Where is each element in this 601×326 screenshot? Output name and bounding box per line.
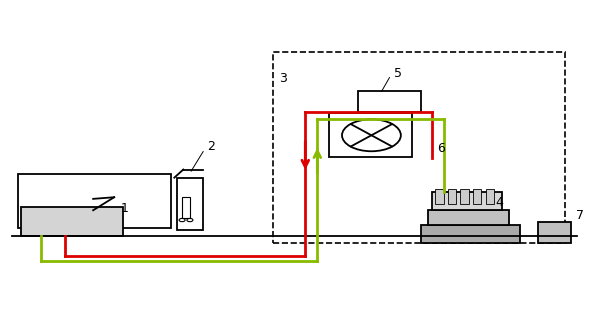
Bar <box>486 189 494 204</box>
Bar <box>18 174 171 228</box>
Text: 3: 3 <box>279 72 287 85</box>
Bar <box>421 225 520 243</box>
Bar <box>177 178 203 230</box>
Bar <box>358 91 421 112</box>
Bar <box>473 189 481 204</box>
Bar <box>448 189 456 204</box>
Text: 6: 6 <box>438 142 445 155</box>
Bar <box>435 189 444 204</box>
Bar <box>538 222 571 243</box>
Text: 2: 2 <box>207 140 215 153</box>
Text: 4: 4 <box>496 196 504 209</box>
Text: 1: 1 <box>120 202 128 215</box>
Bar <box>432 192 502 210</box>
Text: 5: 5 <box>394 67 401 80</box>
Bar <box>273 52 565 243</box>
Bar <box>460 189 469 204</box>
Bar <box>182 197 190 218</box>
Bar <box>329 113 412 157</box>
Text: 7: 7 <box>576 209 584 222</box>
Bar <box>428 210 509 225</box>
Bar <box>21 207 123 236</box>
